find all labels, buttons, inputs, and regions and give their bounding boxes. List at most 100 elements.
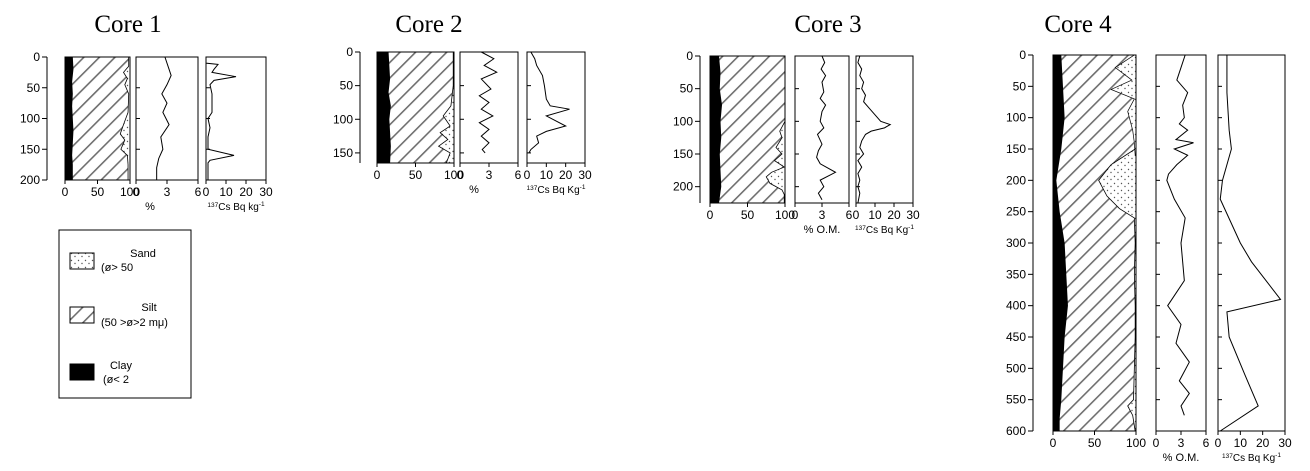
texture-tick-label: 100 [444,168,464,182]
silt-layer [1052,54,1136,432]
panel2-tick-label: 3 [486,168,493,182]
texture-tick-label: 0 [707,208,714,222]
panel3-tick-label: 20 [559,168,573,182]
depth-tick-label: 150 [20,142,40,156]
clay-layer [65,57,74,180]
core-title: Core 2 [395,11,462,38]
panel2-tick-label: 0 [1153,436,1160,450]
legend-clay-note: (ø< 2 [103,374,129,386]
panel2-tick-label: 6 [846,208,853,222]
unit-exponent: -1 [1275,452,1281,459]
texture-tick-label: 0 [1050,436,1057,450]
panel3-tick-label: 20 [1256,436,1270,450]
depth-tick-label: 450 [1006,330,1026,344]
depth-tick-label: 50 [680,82,694,96]
panel3-tick-label: 0 [853,208,860,222]
panel3-tick-label: 10 [540,168,554,182]
panel3-tick-label: 0 [1215,436,1222,450]
legend-silt-note: (50 >ø>2 mμ) [101,317,168,329]
texture-tick-label: 50 [741,208,755,222]
panel2-tick-label: 0 [792,208,799,222]
legend-sand-label: Sand [130,248,156,260]
sand-lens [1110,54,1137,156]
depth-tick-label: 400 [1006,299,1026,313]
panel2-tick-label: 3 [1178,436,1185,450]
panel3-series-line [1219,55,1282,432]
texture-tick-label: 100 [120,185,140,199]
panel3-frame [205,56,267,181]
depth-tick-label: 0 [33,50,40,64]
depth-tick-label: 50 [27,81,41,95]
panel3-tick-label: 10 [219,185,233,199]
panel2-axis-label: % O.M. [804,224,841,236]
isotope-superscript: 137 [207,202,218,209]
legend-silt-swatch [69,306,95,324]
panel2-tick-label: 6 [1203,436,1210,450]
panel2-tick-label: 0 [133,185,140,199]
legend-silt-label: Silt [141,302,156,314]
panel2-tick-label: 3 [819,208,826,222]
panel3-axis-label: 137Cs Bq Kg-1 [1222,452,1281,464]
panel2-tick-label: 6 [195,185,202,199]
panel3-tick-label: 30 [259,185,273,199]
legend-clay-swatch [69,363,95,381]
core-title: Core 1 [94,11,161,38]
depth-tick-label: 50 [340,79,354,93]
panel2-tick-label: 6 [515,168,522,182]
panel2-tick-label: 0 [457,168,464,182]
depth-tick-label: 250 [1006,205,1026,219]
panel2-axis-label: % O.M. [1163,452,1200,464]
unit-exponent: -1 [580,184,586,191]
axis-label-text: Cs Bq Kg [866,225,908,236]
depth-tick-label: 200 [20,173,40,187]
panel2-series-line [1166,54,1194,416]
depth-tick-label: 500 [1006,361,1026,375]
panel3-frame [855,55,914,204]
depth-tick-label: 50 [1013,79,1027,93]
depth-tick-label: 100 [20,112,40,126]
panel3-tick-label: 20 [239,185,253,199]
panel3-series-line [205,57,237,180]
depth-tick-label: 300 [1006,236,1026,250]
panel2-series-line [478,51,498,154]
legend-sand-note: (ø> 50 [101,262,133,274]
panel3-frame [1217,54,1286,432]
depth-tick-label: 200 [673,180,693,194]
panel2-axis-label: % [469,184,479,196]
texture-tick-label: 50 [91,185,105,199]
isotope-superscript: 137 [527,185,538,192]
depth-tick-label: 200 [1006,173,1026,187]
panel3-series-line [528,51,570,154]
depth-tick-label: 100 [1006,111,1026,125]
texture-tick-label: 50 [1088,436,1102,450]
panel3-frame [526,51,586,164]
depth-tick-label: 600 [1006,424,1026,438]
depth-tick-label: 550 [1006,393,1026,407]
clay-layer [377,52,391,163]
panel3-axis-label: 137Cs Bq Kg-1 [527,184,586,196]
unit-exponent: -1 [908,224,914,231]
panel3-tick-label: 0 [524,168,531,182]
panel3-tick-label: 30 [578,168,592,182]
clay-layer [1053,55,1068,431]
unit-exponent: -1 [259,201,265,208]
panel3-axis-label: 137Cs Bq Kg-1 [855,224,914,236]
texture-tick-label: 0 [62,185,69,199]
axis-label-text: Cs Bq Kg [1233,453,1275,464]
panel2-series-line [816,55,837,200]
depth-tick-label: 100 [673,114,693,128]
depth-tick-label: 150 [1006,142,1026,156]
texture-tick-label: 100 [1126,436,1146,450]
silt-layer [64,56,130,181]
panel2-tick-label: 3 [164,185,171,199]
panel3-tick-label: 30 [1278,436,1292,450]
legend: Sand (ø> 50 Silt (50 >ø>2 mμ) Clay (ø< 2 [58,229,192,399]
depth-tick-label: 0 [686,49,693,63]
panel3-tick-label: 20 [887,208,901,222]
axis-label-text: Cs Bq kg [218,202,259,213]
